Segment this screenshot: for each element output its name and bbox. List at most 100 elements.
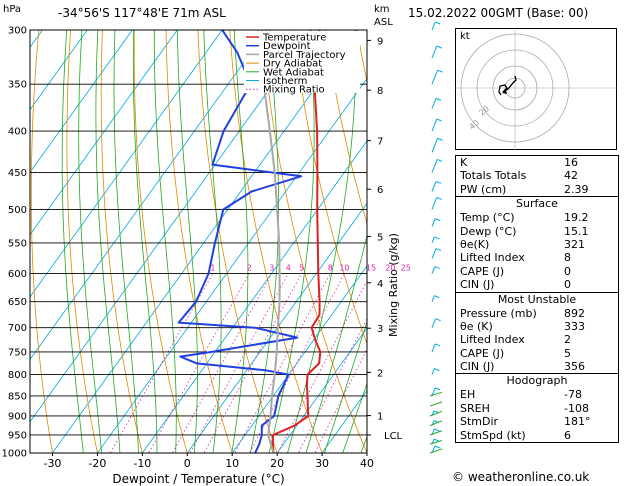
wind-barb-staff [431,387,436,397]
wind-barb-staff [431,295,435,302]
legend-label: Parcel Trajectory [263,50,346,61]
wind-barb-staff [429,430,443,436]
km-tick-label: 7 [377,137,383,148]
wind-barb-staff [431,236,435,244]
mixing-ratio-label: 3 [269,264,274,273]
wind-barb-flag [437,137,443,141]
wet-adiabat-line [342,382,367,453]
mu-row: CIN (J) 356 [456,360,618,373]
surface-row: CAPE (J) 0 [456,265,618,278]
wind-barb-staff [431,197,438,210]
surface-value: 0 [564,278,571,292]
wind-barb-flag [435,318,441,322]
mixing-ratio-line [172,273,273,453]
mu-label: θe (K) [460,319,493,333]
hodo-row: SREH -108 [456,402,618,415]
hodo-row: StmDir 181° [456,415,618,428]
mu-row: Lifted Index 2 [456,333,618,346]
chart-title: -34°56'S 117°48'E 71m ASL [58,6,226,20]
km-tick-label: 2 [377,368,383,379]
most-unstable-title: Most Unstable [497,292,577,306]
pressure-tick-label: 450 [8,168,27,179]
series-parcel-trajectory [257,30,281,453]
mu-value: 333 [564,319,585,333]
isotherm-line [96,77,367,453]
wind-barb-flag [435,21,441,25]
wind-barbs [431,21,443,454]
index-row-pw: PW (cm) 2.39 [456,183,618,196]
km-tick-label: 6 [377,185,383,196]
wet-adiabat-line [132,30,158,453]
mixing-ratio-label: 15 [366,264,376,273]
surface-row: θe(K) 321 [456,238,618,251]
wind-barb-staff [429,410,443,417]
isotherm-line [30,30,88,111]
wind-barb-staff [431,138,439,153]
pressure-tick-label: 950 [8,430,27,441]
hodo-label: SREH [460,401,490,415]
mu-label: CAPE (J) [460,346,505,360]
temp-tick-label: 10 [225,457,239,470]
wind-barb-flag [435,218,441,222]
mixing-ratio-label: 2 [247,264,252,273]
surface-value: 0 [564,264,571,278]
index-value: 42 [564,169,578,183]
unit-hpa: hPa [3,4,22,15]
wind-barb-staff [429,448,443,454]
wet-adiabat-line [176,30,198,453]
mu-label: Pressure (mb) [460,306,537,320]
isotherm-line [30,30,133,173]
wind-barb-flag [433,438,440,442]
mu-value: 5 [564,346,571,360]
wind-barb-staff [431,45,438,59]
wind-barb-flag [434,445,440,449]
surface-row: Dewp (°C) 15.1 [456,225,618,238]
pressure-tick-label: 750 [8,347,27,358]
surface-row: CIN (J) 0 [456,278,618,291]
surface-value: 321 [564,237,585,251]
most-unstable-block: Most Unstable Pressure (mb) 892 θe (K) 333… [456,291,618,374]
mixing-ratio-line [277,280,367,453]
isotherm-line [186,202,367,453]
mixing-ratio-line [203,273,302,453]
temp-tick-label: 0 [184,457,191,470]
surface-title: Surface [516,197,558,211]
isotherm-line [141,140,367,453]
temp-tick-label: -20 [88,457,106,470]
dry-adiabat-line [100,30,143,453]
mixing-ratio-label: 20 [385,264,395,273]
hodo-value: -78 [564,388,582,402]
km-tick-label: 8 [377,86,383,97]
wind-barbs-low [429,391,443,454]
index-label: K [460,156,468,169]
legend-label: Isotherm [263,76,307,87]
hodo-row: EH -78 [456,388,618,401]
pressure-tick-label: 400 [8,127,27,138]
mu-row: θe (K) 333 [456,320,618,333]
wind-barb-flag [435,343,441,347]
legend-label: Wet Adiabat [263,67,324,78]
mixing-ratio-label: 8 [328,264,333,273]
wet-adiabat-line [95,30,121,453]
surface-value: 19.2 [564,211,589,225]
mu-value: 2 [564,333,571,347]
km-tick-label: 4 [377,279,383,290]
hodo-label: StmDir [460,415,499,429]
pressure-tick-label: 900 [8,411,27,422]
wind-barb-staff [431,368,435,375]
pressure-tick-label: 300 [8,26,27,37]
hodograph-trace [498,75,517,96]
km-tick-label: 3 [377,324,383,335]
wind-barb-staff [429,391,443,397]
mixing-ratio-line [148,273,250,453]
mixing-ratio-line [234,273,331,453]
mu-label: Lifted Index [460,333,525,347]
hodograph-kt-label: kt [460,31,470,42]
wind-barb-staff [431,21,436,31]
wet-adiabat-line [323,320,367,453]
wind-barb-flag [435,387,441,391]
series-dewpoint [177,30,303,453]
valid-time: 15.02.2022 00GMT (Base: 00) [408,6,589,20]
